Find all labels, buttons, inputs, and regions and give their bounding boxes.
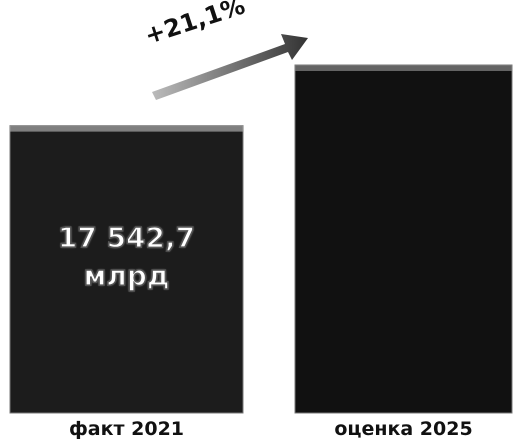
growth-arrow — [152, 34, 308, 100]
bar-highlight — [295, 65, 512, 71]
value-label: 17 542,7 млрд — [57, 221, 196, 294]
bar — [294, 64, 513, 414]
x-tick-label: факт 2021 — [68, 418, 185, 440]
bar — [9, 125, 244, 414]
bar-highlight — [10, 125, 243, 132]
x-tick-label: оценка 2025 — [334, 418, 473, 440]
